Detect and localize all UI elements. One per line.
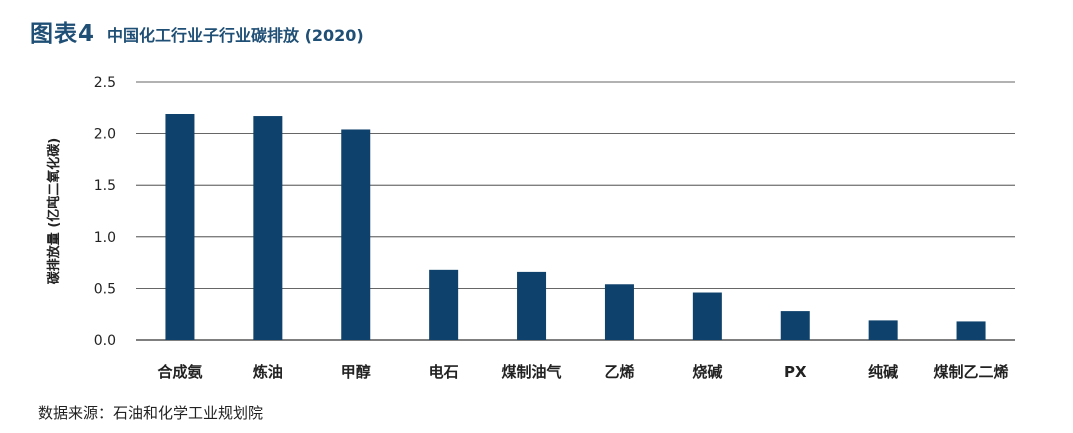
y-tick-label: 1.5 bbox=[94, 178, 116, 194]
gridlines bbox=[136, 81, 1015, 341]
bar bbox=[692, 292, 722, 340]
x-category-label: 乙烯 bbox=[604, 363, 634, 381]
y-axis-ticks: 0.0 0.5 1.0 1.5 2.0 2.5 bbox=[94, 75, 116, 349]
chart-header: 图表4 中国化工行业子行业碳排放 (2020) bbox=[30, 14, 364, 48]
bar bbox=[165, 113, 195, 340]
y-tick-label: 2.5 bbox=[94, 75, 116, 91]
y-tick-label: 0.0 bbox=[94, 333, 116, 349]
data-source: 数据来源：石油和化学工业规划院 bbox=[38, 404, 264, 422]
x-category-label: 甲醇 bbox=[341, 363, 371, 381]
y-tick-label: 2.0 bbox=[94, 127, 116, 143]
chart-title: 中国化工行业子行业碳排放 (2020) bbox=[107, 26, 364, 45]
x-category-label: 纯碱 bbox=[868, 363, 898, 381]
bar bbox=[253, 116, 283, 340]
x-category-label: 电石 bbox=[429, 363, 459, 381]
bar bbox=[956, 321, 986, 340]
bar bbox=[868, 320, 898, 340]
y-axis-title: 碳排放量 (亿吨二氧化碳) bbox=[46, 138, 62, 284]
bars bbox=[165, 113, 986, 340]
x-category-label: 炼油 bbox=[253, 363, 283, 381]
x-category-label: 煤制油气 bbox=[502, 363, 562, 381]
bar bbox=[429, 269, 459, 340]
x-axis-categories: 合成氨 炼油 甲醇 电石 煤制油气 乙烯 烧碱 PX 纯碱 煤制乙二烯 bbox=[156, 363, 1008, 381]
bar bbox=[604, 284, 634, 340]
figure-label: 图表4 bbox=[30, 21, 96, 47]
bar bbox=[341, 129, 371, 340]
x-category-label: 煤制乙二烯 bbox=[934, 363, 1009, 381]
x-category-label: PX bbox=[784, 363, 807, 381]
bar bbox=[780, 311, 810, 340]
bar bbox=[517, 271, 547, 340]
x-category-label: 烧碱 bbox=[692, 363, 722, 381]
y-tick-label: 0.5 bbox=[94, 281, 116, 297]
y-tick-label: 1.0 bbox=[94, 230, 116, 246]
x-category-label: 合成氨 bbox=[156, 363, 202, 381]
